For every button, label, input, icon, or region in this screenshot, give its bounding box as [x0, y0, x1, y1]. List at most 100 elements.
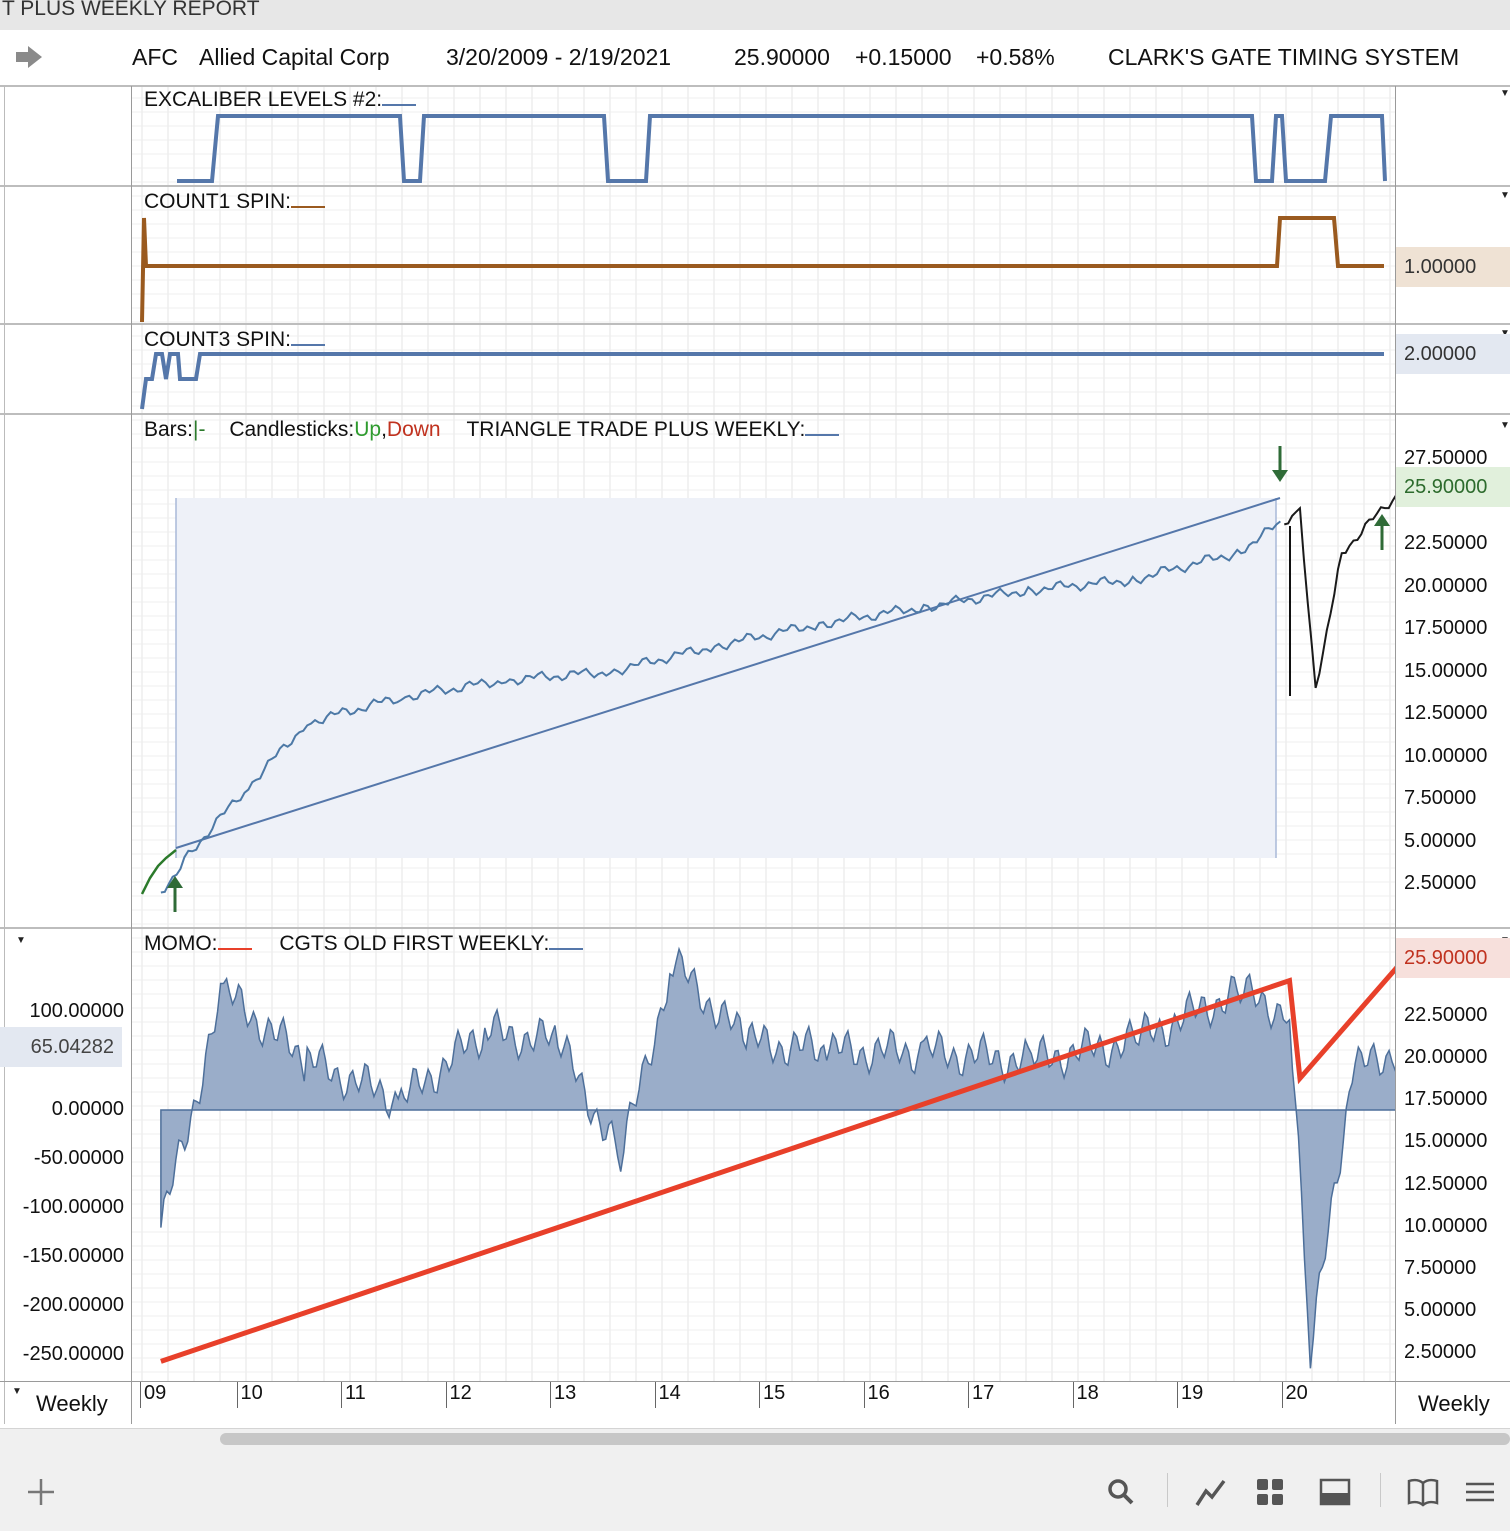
- price-axis-tick: 12.50000: [1404, 702, 1488, 724]
- symbol: AFC: [132, 44, 178, 70]
- price-change: +0.15000: [855, 44, 952, 70]
- plus-icon[interactable]: [24, 1475, 58, 1509]
- cgts-line: [160, 965, 1395, 1364]
- time-axis-label: 09: [144, 1382, 167, 1404]
- chevron-down-icon[interactable]: ▼: [12, 1386, 22, 1397]
- momo-right-tick: 12.50000: [1404, 1172, 1488, 1195]
- arrow-right-icon[interactable]: [14, 44, 44, 70]
- momo-right-tick: 5.00000: [1404, 1298, 1477, 1321]
- price-axis-tick: 27.50000: [1404, 447, 1488, 469]
- count3-label: COUNT3 SPIN:: [144, 328, 326, 352]
- time-axis-tick-mark: [341, 1382, 342, 1408]
- time-axis-label: 11: [345, 1382, 366, 1404]
- momo-last-value: 65.04282: [0, 1027, 122, 1067]
- period-left[interactable]: Weekly: [36, 1391, 108, 1416]
- time-axis-tick-mark: [1281, 1382, 1283, 1408]
- momo-label: MOMO:: [144, 932, 218, 955]
- last-price: 25.90000: [734, 44, 830, 70]
- search-icon[interactable]: [1104, 1475, 1138, 1509]
- chevron-down-icon[interactable]: ▼: [1500, 88, 1510, 99]
- chevron-down-icon[interactable]: ▼: [1500, 190, 1510, 201]
- excaliber-label: EXCALIBER LEVELS #2:: [144, 88, 417, 112]
- time-axis-tick-mark: [654, 1382, 656, 1408]
- candles-label: Candlesticks:: [229, 418, 355, 441]
- time-axis-label: 15: [763, 1382, 786, 1404]
- price-axis-tick: 20.00000: [1404, 574, 1488, 597]
- bars-label: Bars:: [144, 418, 194, 441]
- divider: [1167, 1473, 1168, 1507]
- toolbar-footer: [0, 1428, 1510, 1531]
- time-axis-tick-mark: [1072, 1382, 1074, 1408]
- price-axis-tick: 7.50000: [1404, 787, 1477, 809]
- momo-area: [160, 946, 1395, 1369]
- time-axis-tick-mark: [140, 1382, 141, 1408]
- time-axis-tick-mark: [1177, 1382, 1178, 1408]
- system-name: CLARK'S GATE TIMING SYSTEM: [1108, 44, 1460, 70]
- triangle-label-colon: :: [799, 418, 806, 441]
- excaliber-line: [177, 114, 1387, 183]
- momo-right-tick: 17.50000: [1404, 1088, 1488, 1111]
- horizontal-scrollbar[interactable]: [220, 1433, 1510, 1445]
- divider: [0, 1381, 1510, 1382]
- last-price-value: 25.90000: [1396, 467, 1510, 507]
- up-label: Up: [354, 418, 382, 441]
- grid-icon[interactable]: [1253, 1475, 1287, 1509]
- arrow-up-icon: [167, 876, 183, 912]
- book-icon[interactable]: [1406, 1475, 1440, 1509]
- divider: [0, 185, 1510, 187]
- down-label: Down: [386, 418, 441, 441]
- momo-left-tick: -150.00000: [22, 1245, 124, 1267]
- price-axis-tick: 15.00000: [1404, 659, 1488, 682]
- momo-left-tick: -50.00000: [33, 1147, 124, 1169]
- count3-value: 2.00000: [1396, 334, 1510, 374]
- panel-icon[interactable]: [1318, 1475, 1352, 1509]
- price-change-pct: +0.58%: [976, 44, 1055, 70]
- momo-right-tick: 2.50000: [1404, 1341, 1477, 1363]
- divider: [0, 413, 1510, 415]
- divider: [0, 85, 1510, 87]
- price-series-start: [140, 849, 177, 895]
- momo-left-tick: -100.00000: [22, 1196, 124, 1218]
- divider: [1380, 1473, 1381, 1507]
- price-series-recent: [1284, 495, 1395, 689]
- momo-left-tick: -200.00000: [22, 1294, 124, 1316]
- momo-right-tick: 10.00000: [1404, 1214, 1488, 1237]
- time-axis-tick-mark: [550, 1382, 551, 1408]
- count1-value: 1.00000: [1396, 247, 1510, 287]
- time-axis-label: 14: [658, 1382, 681, 1404]
- divider: [1395, 86, 1396, 1424]
- plot-area[interactable]: [132, 86, 1395, 1382]
- chart-line-icon[interactable]: [1194, 1475, 1228, 1509]
- menu-icon[interactable]: [1463, 1475, 1497, 1509]
- price-axis-tick: 10.00000: [1404, 744, 1488, 767]
- divider: [131, 86, 132, 1424]
- divider: [4, 86, 5, 1424]
- time-axis-label: 19: [1181, 1382, 1204, 1404]
- arrow-up-icon: [1374, 514, 1390, 550]
- count3-line: [140, 352, 1384, 410]
- time-axis-label: 13: [554, 1382, 577, 1404]
- price-axis-tick: 5.00000: [1404, 829, 1477, 852]
- price-axis-tick: 17.50000: [1404, 617, 1488, 639]
- company-name: Allied Capital Corp: [199, 44, 390, 70]
- time-axis-label: 17: [972, 1382, 995, 1404]
- time-axis-tick-mark: [759, 1382, 760, 1408]
- window-titlebar: T PLUS WEEKLY REPORT: [0, 0, 1510, 31]
- divider: [0, 927, 1510, 929]
- chevron-down-icon[interactable]: ▼: [1500, 328, 1510, 339]
- chevron-down-icon[interactable]: ▼: [1500, 420, 1510, 431]
- period-right[interactable]: Weekly: [1418, 1391, 1490, 1416]
- price-axis-tick: 22.50000: [1404, 532, 1488, 554]
- arrow-down-icon: [1272, 446, 1288, 482]
- momo-legend: MOMO: CGTS OLD FIRST WEEKLY:: [144, 932, 584, 956]
- momo-right-tick: 7.50000: [1404, 1256, 1477, 1279]
- count1-label: COUNT1 SPIN:: [144, 190, 326, 214]
- quote-header: AFC Allied Capital Corp 3/20/2009 - 2/19…: [0, 30, 1510, 85]
- legend-comma: ,: [381, 418, 387, 441]
- momo-right-tick: 15.00000: [1404, 1130, 1488, 1153]
- cgts-label-colon: :: [543, 932, 550, 955]
- cgts-last-value: 25.90000: [1396, 938, 1510, 978]
- window-title: T PLUS WEEKLY REPORT: [2, 0, 260, 20]
- time-axis-label: 12: [449, 1382, 472, 1404]
- chevron-down-icon[interactable]: ▼: [16, 935, 26, 946]
